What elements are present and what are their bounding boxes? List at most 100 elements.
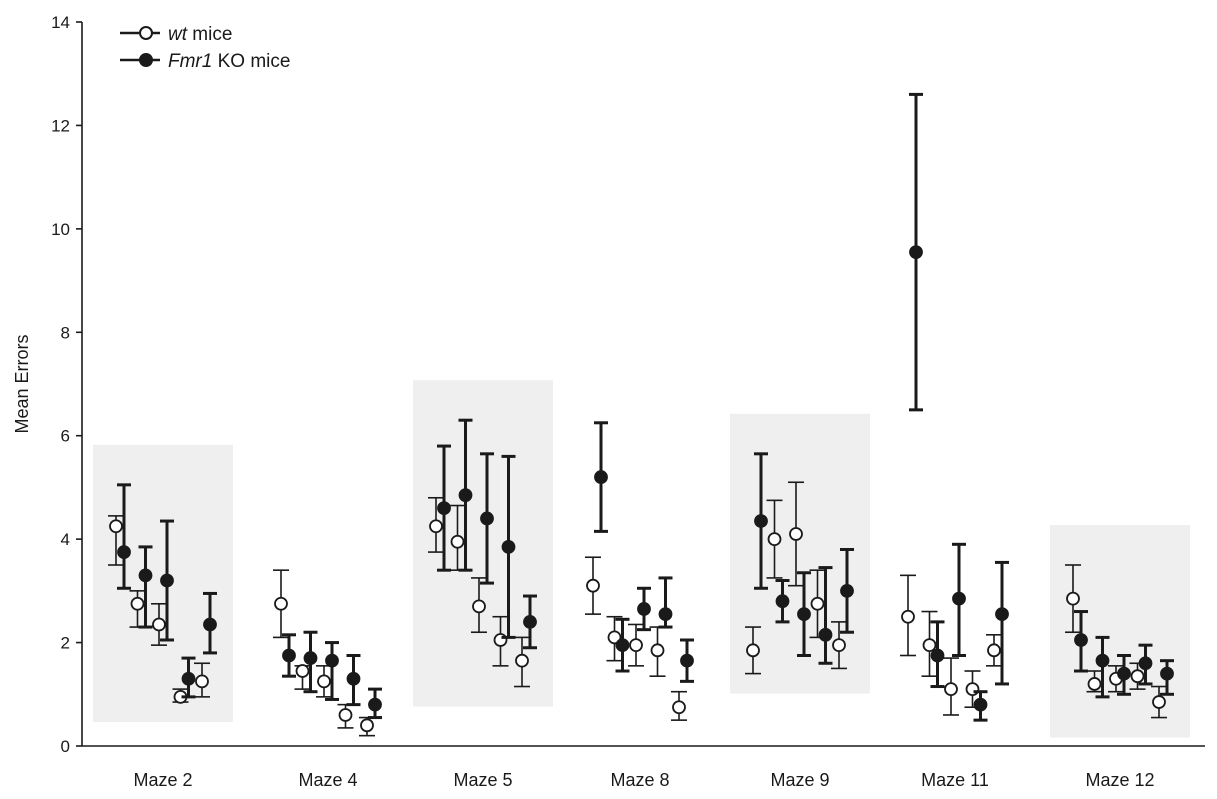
legend-marker-filled-circle xyxy=(139,53,153,67)
open-circle-marker xyxy=(130,596,145,611)
data-marks xyxy=(108,92,1174,737)
wt-data-point xyxy=(1151,685,1167,719)
y-tick-label: 0 xyxy=(61,737,70,756)
ko-data-point xyxy=(594,421,608,533)
legend-item-wt: wt mice xyxy=(120,24,232,45)
wt-data-point xyxy=(745,626,761,675)
ko-data-point xyxy=(973,690,988,722)
open-circle-marker xyxy=(1087,677,1102,691)
filled-circle-marker xyxy=(480,511,494,526)
ko-data-point xyxy=(637,586,651,632)
ko-data-point xyxy=(754,452,768,590)
wt-data-point xyxy=(1086,670,1103,693)
ko-data-point xyxy=(346,654,361,707)
legend-item-ko: Fmr1 KO mice xyxy=(120,51,290,72)
open-circle-marker xyxy=(832,638,846,653)
wt-data-point xyxy=(649,626,666,677)
wt-data-point xyxy=(671,690,687,721)
wt-data-point xyxy=(471,577,487,634)
open-circle-marker xyxy=(965,682,980,697)
open-circle-marker xyxy=(901,609,915,624)
wt-data-point xyxy=(514,636,530,688)
open-circle-marker xyxy=(1152,695,1166,709)
filled-circle-marker xyxy=(1138,656,1153,671)
ko-data-point xyxy=(203,591,217,655)
open-circle-marker xyxy=(515,653,529,668)
open-circle-marker xyxy=(607,630,622,645)
wt-data-point xyxy=(986,634,1002,667)
y-tick-label: 4 xyxy=(61,530,70,549)
open-circle-marker xyxy=(944,682,958,697)
wt-data-point xyxy=(151,602,167,646)
filled-circle-marker xyxy=(930,648,945,663)
ko-data-point xyxy=(775,579,790,624)
filled-circle-marker xyxy=(797,607,811,622)
y-tick-label: 14 xyxy=(51,13,70,32)
ko-data-point xyxy=(181,656,196,699)
filled-circle-marker xyxy=(1095,653,1110,668)
wt-data-point xyxy=(359,716,375,737)
filled-circle-marker xyxy=(181,671,196,686)
x-category-label: Maze 11 xyxy=(921,770,989,790)
open-circle-marker xyxy=(109,519,123,534)
filled-circle-marker xyxy=(754,514,768,528)
wt-data-point xyxy=(428,496,444,553)
ko-data-point xyxy=(1074,610,1088,673)
wt-data-point xyxy=(1129,662,1146,690)
ko-data-point xyxy=(480,452,494,585)
filled-circle-marker xyxy=(818,627,833,642)
filled-circle-marker xyxy=(437,501,451,516)
filled-circle-marker xyxy=(346,671,361,686)
open-circle-marker xyxy=(629,638,643,653)
category-labels: Maze 2 Maze 4 Maze 5 Maze 8 Maze 9 Maze 11 Maz… xyxy=(133,770,1154,790)
ko-data-point xyxy=(501,454,516,639)
legend-label-wt: wt mice xyxy=(168,24,232,45)
x-category-label: Maze 12 xyxy=(1085,770,1154,790)
filled-circle-marker xyxy=(117,545,131,559)
open-circle-marker xyxy=(360,718,374,733)
y-tick-label: 10 xyxy=(51,220,70,239)
open-circle-marker xyxy=(152,617,166,632)
filled-circle-marker xyxy=(325,653,339,668)
filled-circle-marker xyxy=(458,488,473,503)
wt-data-point xyxy=(337,703,354,729)
open-circle-marker xyxy=(586,578,600,593)
ko-data-point xyxy=(523,594,537,650)
wt-data-point xyxy=(108,515,124,566)
open-circle-marker xyxy=(493,633,508,647)
ko-data-point xyxy=(680,638,694,683)
filled-circle-marker xyxy=(160,573,174,588)
x-category-label: Maze 8 xyxy=(610,770,669,790)
filled-circle-marker xyxy=(1074,633,1088,647)
ko-data-point xyxy=(117,483,131,590)
wt-data-point xyxy=(273,569,289,639)
filled-circle-marker xyxy=(594,470,608,484)
open-circle-marker xyxy=(650,643,665,658)
filled-circle-marker xyxy=(1117,666,1131,681)
filled-circle-marker xyxy=(282,648,296,663)
open-circle-marker xyxy=(1130,669,1145,684)
ko-data-point xyxy=(818,566,833,665)
open-circle-marker xyxy=(274,596,288,611)
wt-data-point xyxy=(294,664,311,690)
y-tick-label: 12 xyxy=(51,116,70,135)
filled-circle-marker xyxy=(138,568,153,583)
wt-data-point xyxy=(788,481,804,587)
x-category-label: Maze 5 xyxy=(453,770,512,790)
filled-circle-marker xyxy=(501,540,516,554)
filled-circle-marker xyxy=(775,594,790,609)
ko-data-point xyxy=(138,545,153,629)
wt-data-point xyxy=(449,504,466,571)
filled-circle-marker xyxy=(840,583,854,598)
ko-data-point xyxy=(282,633,296,678)
open-circle-marker xyxy=(789,527,803,541)
wt-data-point xyxy=(943,657,959,716)
filled-circle-marker xyxy=(615,638,630,653)
axes xyxy=(81,22,1205,747)
open-circle-marker xyxy=(295,664,310,678)
ko-data-point xyxy=(658,576,673,629)
ko-data-point xyxy=(930,620,945,689)
y-tick-label: 8 xyxy=(61,323,70,342)
filled-circle-marker xyxy=(995,607,1009,622)
